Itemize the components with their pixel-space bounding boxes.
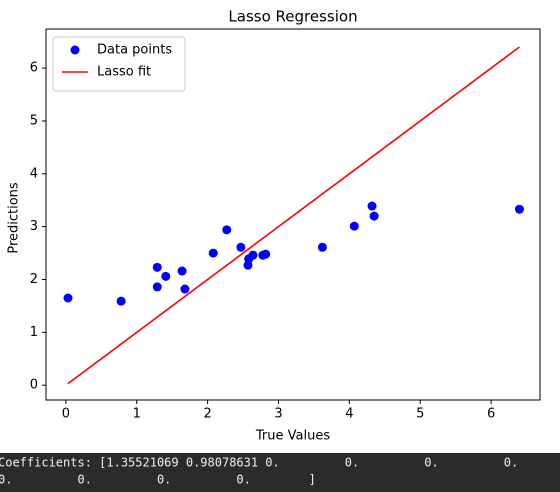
data-point (116, 296, 126, 306)
legend-box (52, 36, 186, 92)
data-point (317, 242, 327, 252)
y-tick-label: 0 (30, 378, 38, 393)
data-point (152, 282, 162, 292)
data-point (222, 225, 232, 235)
fit-line (67, 46, 520, 385)
data-point (180, 284, 190, 294)
data-point (261, 249, 271, 259)
y-tick-label: 5 (30, 113, 38, 128)
data-point (63, 293, 73, 303)
data-point (349, 221, 359, 231)
chart-title: Lasso Regression (228, 8, 357, 26)
y-tick-label: 1 (30, 325, 38, 340)
data-point (248, 250, 258, 260)
y-axis-label: Predictions (7, 182, 22, 254)
x-tick-label: 3 (274, 407, 282, 422)
x-tick-label: 5 (416, 407, 424, 422)
data-point (152, 262, 162, 272)
y-tick-label: 4 (30, 166, 38, 181)
data-point (514, 204, 524, 214)
y-tick-label: 6 (30, 61, 38, 76)
y-tick-label: 3 (30, 219, 38, 234)
x-tick-label: 4 (345, 407, 353, 422)
data-point (367, 201, 377, 211)
console-background (0, 453, 560, 492)
x-tick-label: 1 (133, 407, 141, 422)
data-point (369, 211, 379, 221)
data-point (177, 266, 187, 276)
x-tick-label: 2 (203, 407, 211, 422)
data-point (208, 248, 218, 258)
x-tick-label: 6 (487, 407, 495, 422)
x-tick-label: 0 (62, 407, 70, 422)
legend-swatch (70, 45, 80, 55)
legend-label: Data points (97, 43, 172, 58)
console-line: 0. 0. 0. 0. ] (0, 473, 316, 487)
x-axis-label: True Values (255, 429, 330, 444)
legend-label: Lasso fit (97, 65, 151, 80)
plot-frame (45, 28, 541, 401)
data-point (161, 271, 171, 281)
data-point (236, 242, 246, 252)
y-tick-label: 2 (30, 272, 38, 287)
console-line: Coefficients: [1.35521069 0.98078631 0. … (0, 456, 518, 470)
